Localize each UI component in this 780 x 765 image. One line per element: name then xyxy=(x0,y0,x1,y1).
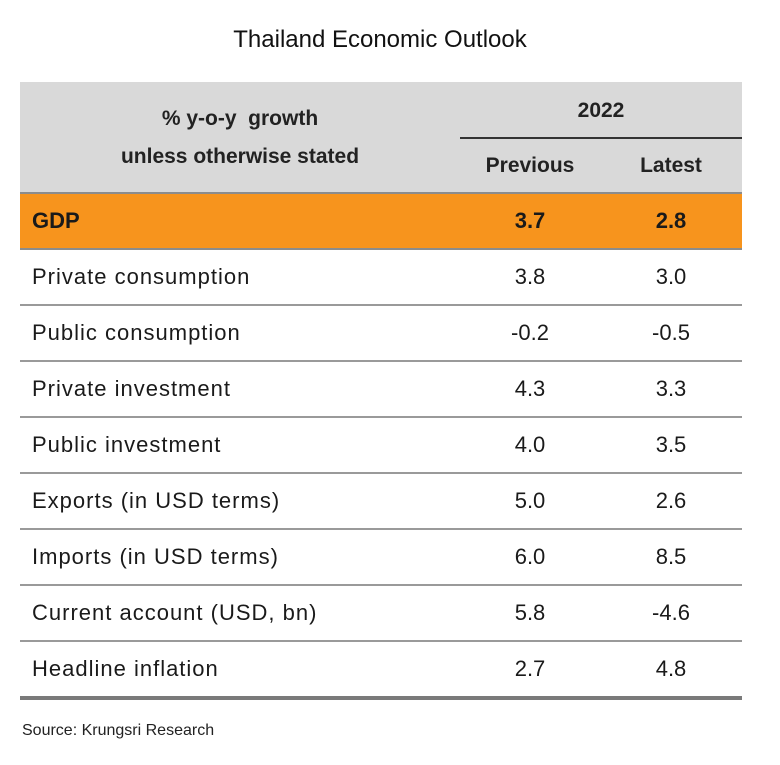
table-header: % y-o-y growth unless otherwise stated 2… xyxy=(20,82,742,194)
table-row-gdp: GDP 3.7 2.8 xyxy=(20,194,742,250)
row-latest-value: -4.6 xyxy=(652,600,690,625)
source-note: Source: Krungsri Research xyxy=(22,722,215,739)
row-label: Public consumption xyxy=(32,320,241,345)
table-row: Private consumption 3.8 3.0 xyxy=(20,250,742,306)
row-latest-value: 2.6 xyxy=(655,488,687,513)
header-stub-line1: % y-o-y growth xyxy=(161,107,319,130)
header-previous: Previous xyxy=(485,154,575,177)
table-row: Headline inflation 2.7 4.8 xyxy=(20,642,742,700)
header-year-rule xyxy=(460,137,742,139)
row-previous-value: 4.0 xyxy=(514,432,546,457)
row-previous-value: -0.2 xyxy=(511,320,549,345)
table-row: Public consumption -0.2 -0.5 xyxy=(20,306,742,362)
row-previous-value: 6.0 xyxy=(514,544,546,569)
row-previous-value: 5.0 xyxy=(514,488,546,513)
row-previous-value: 3.8 xyxy=(514,264,546,289)
row-latest-value: 3.0 xyxy=(655,264,687,289)
row-latest-value: 3.3 xyxy=(655,376,687,401)
table-row: Public investment 4.0 3.5 xyxy=(20,418,742,474)
table-row: Imports (in USD terms) 6.0 8.5 xyxy=(20,530,742,586)
row-label: Headline inflation xyxy=(32,656,219,681)
header-latest: Latest xyxy=(640,154,702,177)
row-label: Private investment xyxy=(32,376,231,401)
table-row: Exports (in USD terms) 5.0 2.6 xyxy=(20,474,742,530)
row-label: Public investment xyxy=(32,432,222,457)
row-previous-value: 2.7 xyxy=(514,656,546,681)
row-latest-value: -0.5 xyxy=(652,320,690,345)
row-latest-value: 3.5 xyxy=(655,432,687,457)
row-label: Current account (USD, bn) xyxy=(32,600,318,625)
row-label: GDP xyxy=(32,208,80,233)
row-previous-value: 3.7 xyxy=(514,208,546,233)
row-label: Imports (in USD terms) xyxy=(32,544,279,569)
economic-outlook-table: % y-o-y growth unless otherwise stated 2… xyxy=(20,82,742,700)
header-stub-line2: unless otherwise stated xyxy=(120,145,360,168)
header-year: 2022 xyxy=(577,99,625,122)
table-row: Current account (USD, bn) 5.8 -4.6 xyxy=(20,586,742,642)
row-previous-value: 4.3 xyxy=(514,376,546,401)
row-latest-value: 8.5 xyxy=(655,544,687,569)
table-title: Thailand Economic Outlook xyxy=(233,26,527,53)
row-latest-value: 4.8 xyxy=(655,656,687,681)
row-previous-value: 5.8 xyxy=(514,600,546,625)
header-stub: % y-o-y growth unless otherwise stated xyxy=(20,100,460,176)
row-latest-value: 2.8 xyxy=(655,208,687,233)
table-row: Private investment 4.3 3.3 xyxy=(20,362,742,418)
row-label: Private consumption xyxy=(32,264,251,289)
row-label: Exports (in USD terms) xyxy=(32,488,281,513)
